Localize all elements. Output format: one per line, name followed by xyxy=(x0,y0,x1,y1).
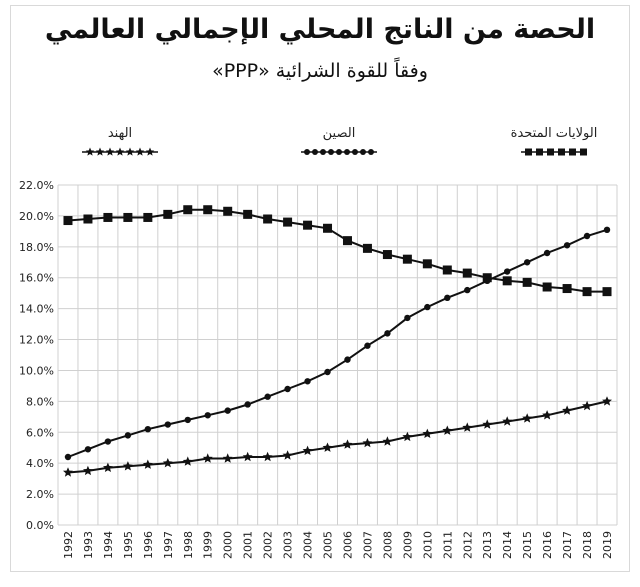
svg-text:2001: 2001 xyxy=(242,531,255,559)
svg-text:2018: 2018 xyxy=(581,531,594,559)
svg-text:2007: 2007 xyxy=(361,531,374,559)
legend-label-usa: الولايات المتحدة xyxy=(510,126,598,141)
svg-text:2011: 2011 xyxy=(441,531,454,559)
svg-text:22.0%: 22.0% xyxy=(19,179,54,192)
svg-text:1998: 1998 xyxy=(182,531,195,559)
svg-text:2017: 2017 xyxy=(561,531,574,559)
chart-title: الحصة من الناتج المحلي الإجمالي العالمي xyxy=(44,14,596,45)
svg-text:6.0%: 6.0% xyxy=(26,426,54,439)
chart-frame xyxy=(10,5,630,572)
svg-text:2002: 2002 xyxy=(262,531,275,559)
svg-text:2019: 2019 xyxy=(601,531,614,559)
svg-text:2014: 2014 xyxy=(501,531,514,559)
svg-text:2010: 2010 xyxy=(421,531,434,559)
svg-text:2003: 2003 xyxy=(282,531,295,559)
svg-text:2016: 2016 xyxy=(541,531,554,559)
svg-text:2009: 2009 xyxy=(401,531,414,559)
legend-item-usa: الولايات المتحدة xyxy=(489,126,619,157)
svg-text:2000: 2000 xyxy=(222,531,235,559)
y-axis-labels: 0.0% 2.0% 4.0% 6.0% 8.0% 10.0% 12.0% 14.0% 16.0%… xyxy=(19,179,54,532)
legend-item-china: الصين xyxy=(274,126,404,157)
svg-text:20.0%: 20.0% xyxy=(19,210,54,223)
svg-text:2008: 2008 xyxy=(381,531,394,559)
svg-text:16.0%: 16.0% xyxy=(19,272,54,285)
svg-text:2005: 2005 xyxy=(322,531,335,559)
svg-text:1993: 1993 xyxy=(82,531,95,559)
svg-text:1995: 1995 xyxy=(122,531,135,559)
svg-text:4.0%: 4.0% xyxy=(26,457,54,470)
svg-text:1997: 1997 xyxy=(162,531,175,559)
star-marker-icon xyxy=(82,147,158,156)
svg-text:18.0%: 18.0% xyxy=(19,241,54,254)
circle-marker-icon xyxy=(301,149,377,155)
svg-text:2006: 2006 xyxy=(341,531,354,559)
svg-text:14.0%: 14.0% xyxy=(19,303,54,316)
svg-text:1994: 1994 xyxy=(102,531,115,559)
svg-text:1996: 1996 xyxy=(142,531,155,559)
legend-item-india: الهند xyxy=(55,126,185,157)
series-star xyxy=(63,396,612,477)
svg-text:12.0%: 12.0% xyxy=(19,334,54,347)
svg-text:2012: 2012 xyxy=(461,531,474,559)
svg-text:1999: 1999 xyxy=(202,531,215,559)
grid-lines xyxy=(57,184,618,526)
legend-label-china: الصين xyxy=(322,126,356,141)
svg-text:1992: 1992 xyxy=(62,531,75,559)
svg-text:2.0%: 2.0% xyxy=(26,488,54,501)
x-axis-labels: 1992 1993 1994 1995 1996 1997 1998 1999 2000 2001… xyxy=(62,531,614,559)
series-circle xyxy=(64,226,611,461)
legend-label-india: الهند xyxy=(107,126,133,141)
chart-subtitle: وفقاً للقوة الشرائية «PPP» xyxy=(212,60,428,82)
data-series xyxy=(63,205,612,477)
svg-text:0.0%: 0.0% xyxy=(26,519,54,532)
svg-text:2004: 2004 xyxy=(302,531,315,559)
svg-text:2013: 2013 xyxy=(481,531,494,559)
svg-text:8.0%: 8.0% xyxy=(26,395,54,408)
svg-text:10.0%: 10.0% xyxy=(19,364,54,377)
svg-text:2015: 2015 xyxy=(521,531,534,559)
square-marker-icon xyxy=(521,148,587,156)
